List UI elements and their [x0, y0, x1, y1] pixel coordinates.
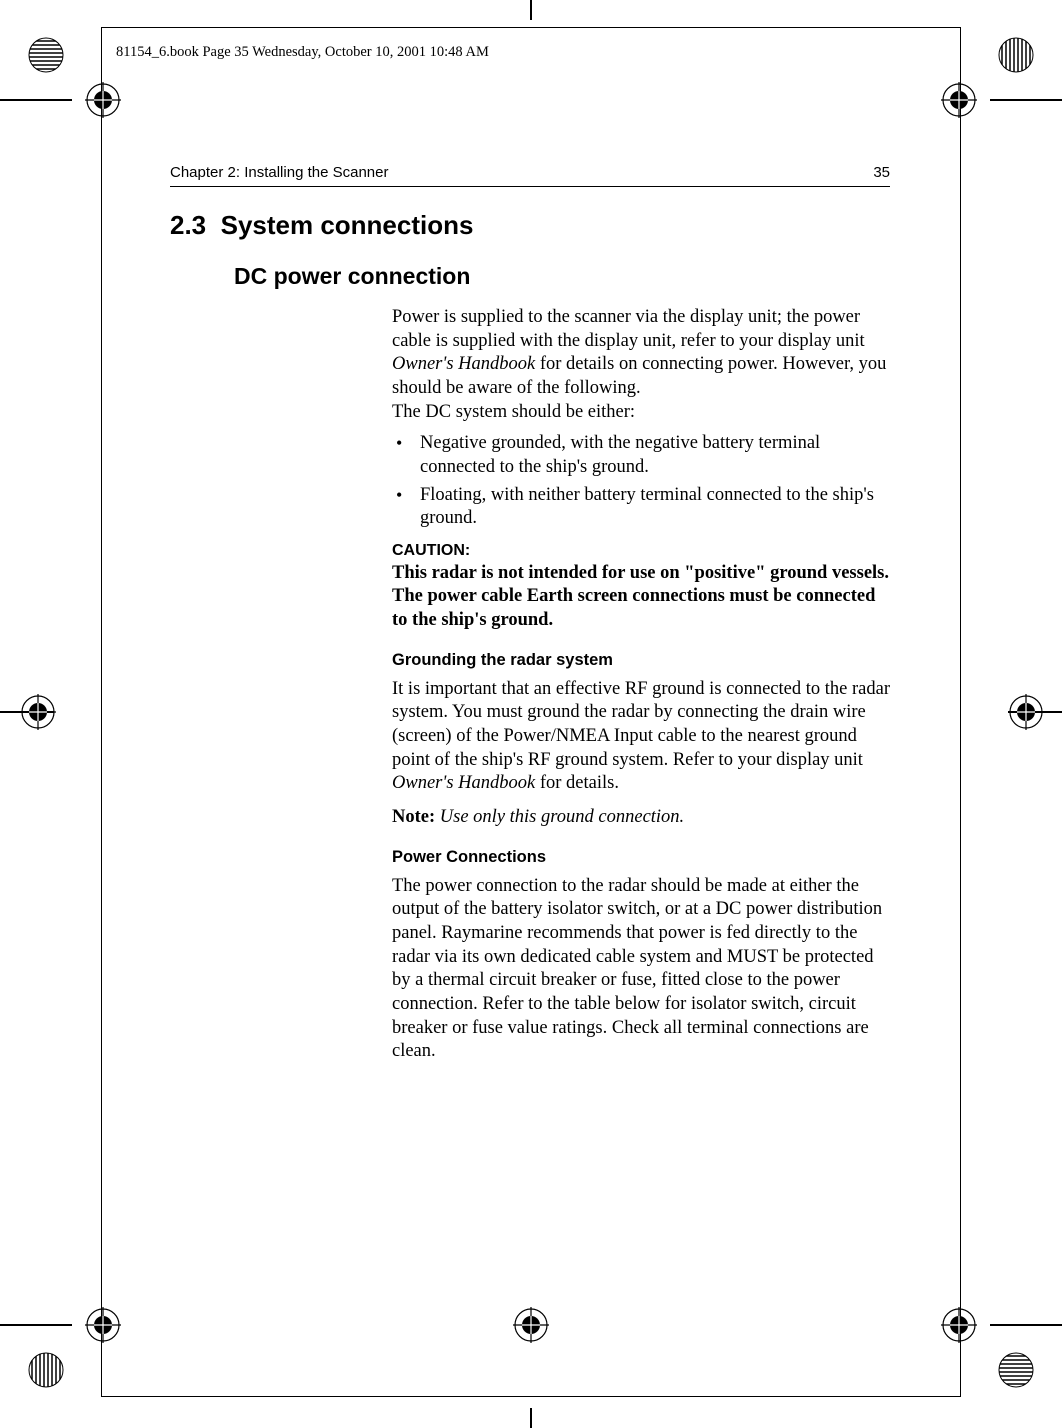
- page-content: 2.3 System connections DC power connecti…: [170, 210, 890, 1064]
- registration-mark-icon: [941, 82, 977, 118]
- chapter-title: Chapter 2: Installing the Scanner: [170, 164, 388, 181]
- stripe-mark-icon: [998, 37, 1034, 73]
- page-number: 35: [873, 164, 890, 181]
- registration-mark-icon: [941, 1307, 977, 1343]
- registration-mark-icon: [85, 1307, 121, 1343]
- registration-mark-icon: [1008, 694, 1044, 730]
- list-item: Floating, with neither battery terminal …: [392, 484, 890, 531]
- caution-label: CAUTION:: [392, 541, 890, 561]
- running-head: Chapter 2: Installing the Scanner 35: [170, 164, 890, 187]
- registration-mark-icon: [513, 1307, 549, 1343]
- registration-mark-icon: [20, 694, 56, 730]
- stripe-mark-icon: [998, 1352, 1034, 1388]
- crop-mark: [0, 1324, 72, 1326]
- subsection-heading: DC power connection: [234, 263, 890, 290]
- body-text: Power is supplied to the scanner via the…: [392, 306, 890, 1064]
- list-item: Negative grounded, with the negative bat…: [392, 432, 890, 479]
- header-filename: 81154_6.book Page 35 Wednesday, October …: [116, 44, 489, 61]
- crop-mark: [990, 1324, 1062, 1326]
- intro-paragraph: Power is supplied to the scanner via the…: [392, 306, 890, 401]
- section-heading: 2.3 System connections: [170, 210, 890, 241]
- power-paragraph: The power connection to the radar should…: [392, 875, 890, 1064]
- note-line: Note: Use only this ground connection.: [392, 806, 890, 830]
- caution-text: This radar is not intended for use on "p…: [392, 562, 890, 633]
- sub-heading-grounding: Grounding the radar system: [392, 651, 890, 670]
- crop-mark: [990, 99, 1062, 101]
- crop-mark: [530, 1408, 532, 1428]
- registration-mark-icon: [85, 82, 121, 118]
- bullet-list: Negative grounded, with the negative bat…: [392, 432, 890, 531]
- grounding-paragraph: It is important that an effective RF gro…: [392, 678, 890, 796]
- sub-heading-power: Power Connections: [392, 848, 890, 867]
- intro-line-2: The DC system should be either:: [392, 401, 890, 425]
- stripe-mark-icon: [28, 1352, 64, 1388]
- crop-mark: [0, 99, 72, 101]
- stripe-mark-icon: [28, 37, 64, 73]
- crop-mark: [530, 0, 532, 20]
